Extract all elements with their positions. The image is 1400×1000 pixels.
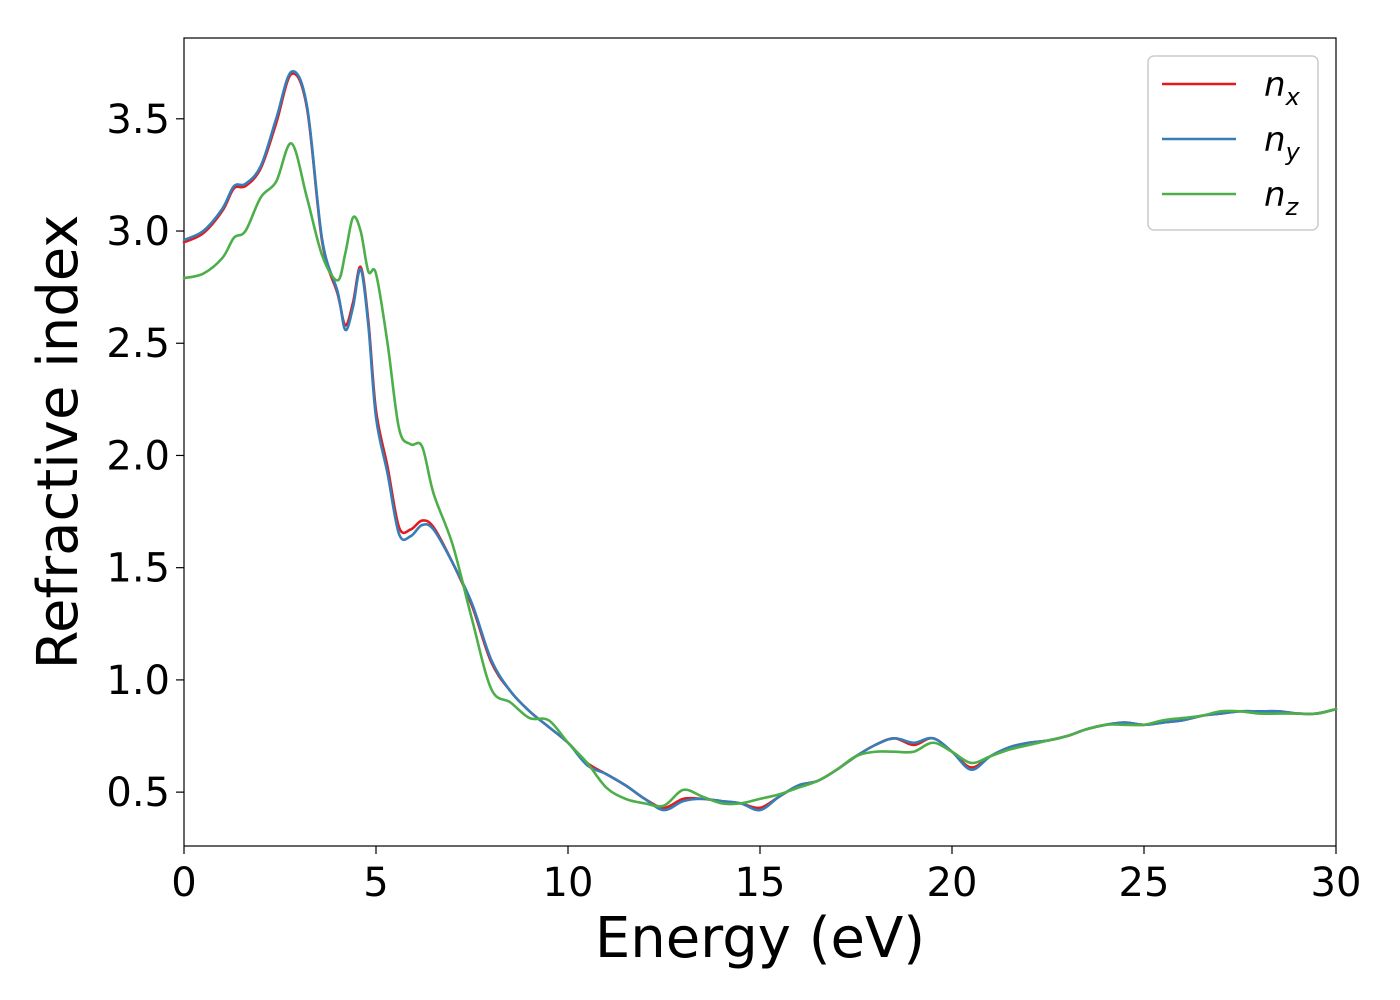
y-axis-ticks: 0.5 1.0 1.5 2.0 2.5 3.0 3.5 xyxy=(106,97,184,816)
y-tick-label: 0.5 xyxy=(106,770,170,816)
y-tick-label: 2.5 xyxy=(106,321,170,367)
x-tick-label: 0 xyxy=(171,860,196,906)
y-tick-label: 3.0 xyxy=(106,209,170,255)
series-line-n-z xyxy=(182,142,1338,808)
y-tick-label: 1.5 xyxy=(106,546,170,592)
y-tick-label: 2.0 xyxy=(106,433,170,479)
x-axis-ticks: 0 5 10 15 20 25 30 xyxy=(171,846,1361,906)
x-tick-label: 10 xyxy=(543,860,594,906)
series-line-n-y xyxy=(182,70,1338,812)
x-tick-label: 5 xyxy=(363,860,388,906)
y-tick-label: 1.0 xyxy=(106,658,170,704)
x-tick-label: 25 xyxy=(1119,860,1170,906)
x-tick-label: 15 xyxy=(735,860,786,906)
x-tick-label: 30 xyxy=(1311,860,1362,906)
y-tick-label: 3.5 xyxy=(106,97,170,143)
legend-box xyxy=(1147,55,1319,231)
series-lines xyxy=(182,70,1338,812)
plot-area xyxy=(183,37,1337,847)
x-tick-label: 20 xyxy=(927,860,978,906)
x-axis-label: Energy (eV) xyxy=(595,906,925,971)
y-axis-label: Refractive index xyxy=(26,215,91,670)
